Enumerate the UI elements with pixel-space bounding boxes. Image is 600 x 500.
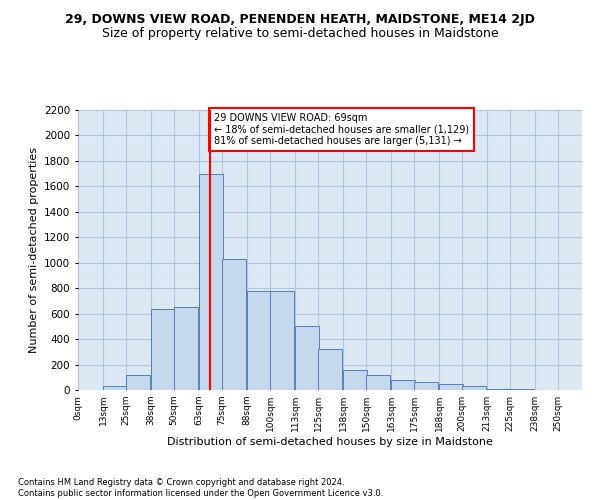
Bar [487, 388, 511, 390]
Text: Contains HM Land Registry data © Crown copyright and database right 2024.
Contai: Contains HM Land Registry data © Crown c… [18, 478, 383, 498]
Bar [151, 308, 175, 390]
Bar [174, 308, 198, 390]
Bar [247, 290, 271, 390]
Bar [462, 386, 486, 390]
Bar [391, 380, 415, 390]
Bar [366, 376, 390, 390]
Bar [126, 374, 150, 390]
Bar [270, 290, 294, 390]
Text: 29, DOWNS VIEW ROAD, PENENDEN HEATH, MAIDSTONE, ME14 2JD: 29, DOWNS VIEW ROAD, PENENDEN HEATH, MAI… [65, 12, 535, 26]
Bar [318, 350, 342, 390]
Text: Size of property relative to semi-detached houses in Maidstone: Size of property relative to semi-detach… [101, 28, 499, 40]
Bar [414, 382, 438, 390]
Y-axis label: Number of semi-detached properties: Number of semi-detached properties [29, 147, 38, 353]
Bar [295, 326, 319, 390]
Bar [439, 384, 463, 390]
Bar [199, 174, 223, 390]
Bar [343, 370, 367, 390]
Text: 29 DOWNS VIEW ROAD: 69sqm
← 18% of semi-detached houses are smaller (1,129)
81% : 29 DOWNS VIEW ROAD: 69sqm ← 18% of semi-… [214, 112, 469, 146]
X-axis label: Distribution of semi-detached houses by size in Maidstone: Distribution of semi-detached houses by … [167, 437, 493, 447]
Bar [103, 386, 127, 390]
Bar [222, 259, 246, 390]
